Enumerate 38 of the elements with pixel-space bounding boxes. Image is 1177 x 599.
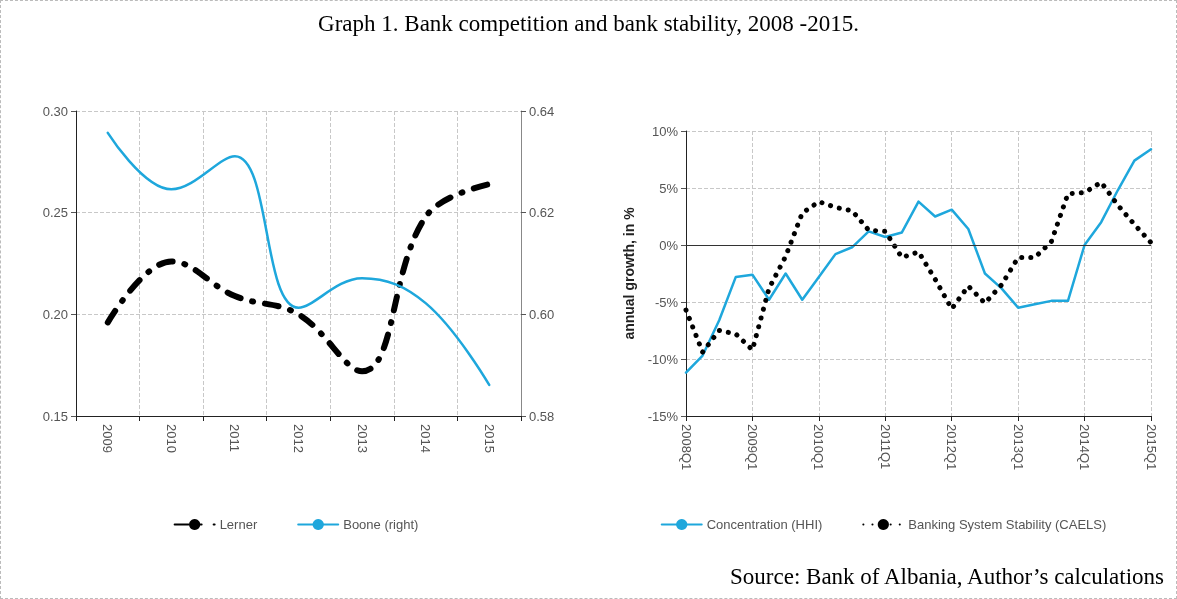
y-tick-label: 0.20	[42, 306, 68, 322]
text: Graph 1. Bank competition and bank stability, 2008 -2015.	[317, 11, 860, 37]
x-tick-label: 2013	[354, 424, 370, 453]
y-tick-label: -5%	[654, 294, 679, 310]
y-tick-label: -15%	[647, 408, 679, 424]
x-tick-label: 2014Q1	[1077, 424, 1093, 471]
y-tick-label: 0%	[659, 237, 679, 253]
x-tick-label: 2009Q1	[744, 424, 760, 471]
y-axis-title: annual growth, in %	[621, 206, 637, 340]
legend-label: Banking System Stability (CAELS)	[908, 517, 1107, 532]
x-tick-label: 2012	[291, 424, 306, 453]
x-tick-label: 2011	[227, 424, 243, 452]
x-tick-label: 2010	[163, 424, 179, 453]
x-tick-label: 2008Q1	[678, 424, 694, 471]
y-tick-label: 5%	[659, 180, 679, 196]
legend-label: Concentration (HHI)	[706, 517, 823, 532]
y-tick-label: 10%	[651, 123, 679, 139]
y-tick-label: 0.15	[42, 408, 68, 424]
y-tick-label: 0.30	[42, 103, 68, 119]
x-tick-label: 2011Q1	[877, 424, 893, 470]
y2-tick-label: 0.62	[529, 205, 555, 221]
y2-tick-label: 0.58	[529, 408, 555, 424]
legend-label: Boone (right)	[343, 517, 419, 532]
line-series	[106, 131, 491, 387]
x-tick-label: 2014	[418, 424, 434, 453]
y-tick-label: 0.25	[42, 205, 68, 221]
x-tick-label: 2015	[481, 424, 497, 453]
y2-tick-label: 0.64	[529, 103, 555, 119]
x-tick-label: 2012Q1	[944, 424, 960, 471]
legend-label: Lerner	[219, 517, 258, 532]
x-tick-label: 2009	[100, 424, 116, 453]
x-tick-label: 2013Q1	[1010, 424, 1026, 471]
source-note: Source: Bank of Albania, Author’s calculations	[730, 564, 1164, 590]
y-tick-label: -10%	[647, 351, 679, 367]
x-tick-label: 2010Q1	[811, 424, 827, 471]
y2-tick-label: 0.60	[529, 306, 555, 322]
line-series	[684, 147, 1153, 374]
x-tick-label: 2015Q1	[1143, 424, 1159, 471]
